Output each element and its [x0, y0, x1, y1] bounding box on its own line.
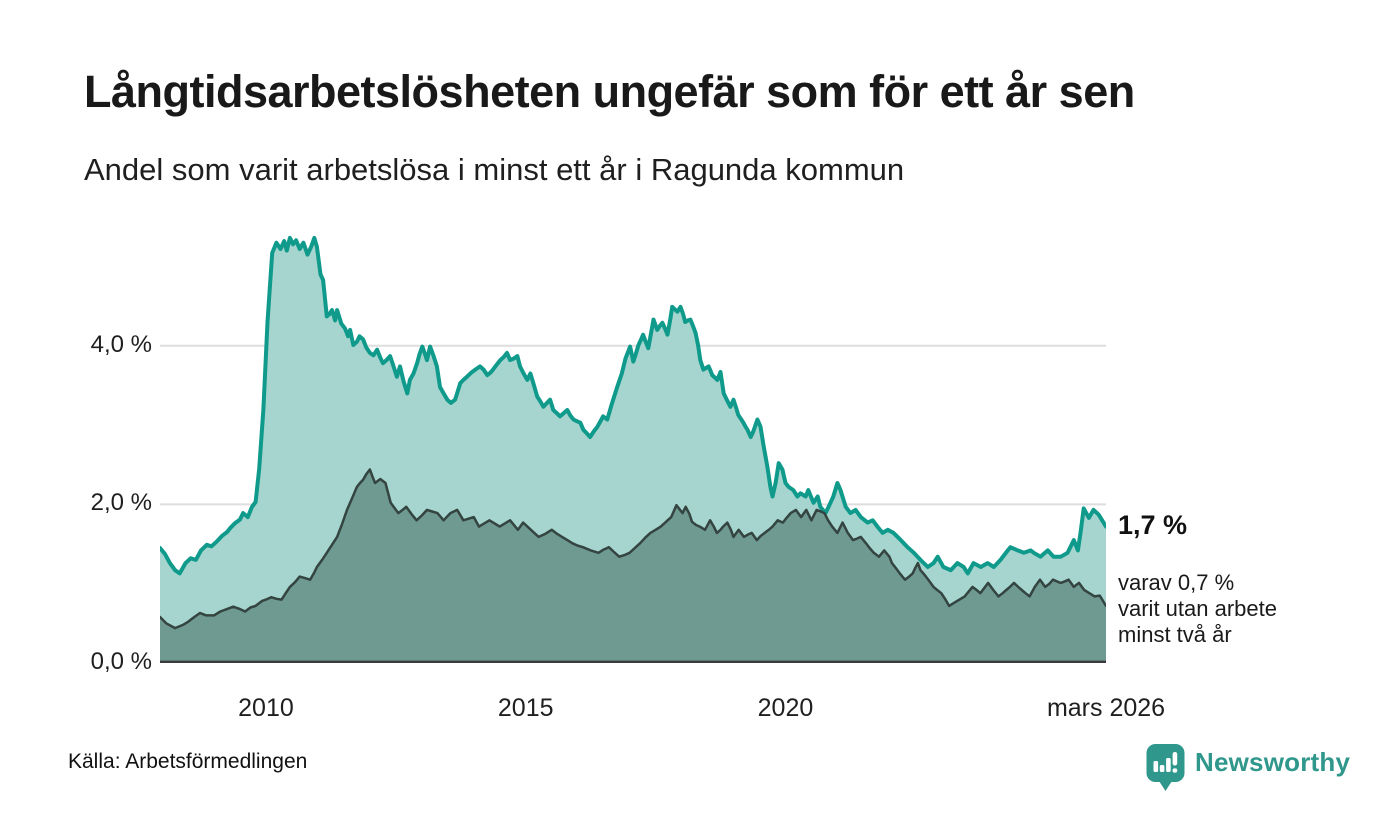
newsworthy-wordmark: Newsworthy — [1195, 747, 1351, 777]
annotation-note-line-1: varav 0,7 % — [1118, 570, 1235, 595]
line-series-two-years — [158, 468, 1108, 630]
page-title: Långtidsarbetslösheten ungefär som för e… — [84, 66, 1135, 117]
annotation-note-line-2: varit utan arbete — [1118, 596, 1277, 621]
y-tick-label: 2,0 % — [90, 489, 152, 517]
x-tick-label: 2015 — [497, 694, 554, 722]
area-chart-svg — [158, 235, 1108, 663]
x-tick-label: mars 2026 — [1046, 694, 1166, 722]
annotation-note-line-3: minst två år — [1118, 622, 1232, 647]
y-tick-label: 4,0 % — [90, 330, 152, 358]
newsworthy-brand: Newsworthy — [1146, 743, 1350, 792]
newsworthy-logo-icon — [1146, 744, 1185, 791]
chart-plot — [158, 230, 1108, 663]
area-series-two-years — [160, 469, 1106, 663]
source-note: Källa: Arbetsförmedlingen — [68, 750, 308, 773]
page-subtitle: Andel som varit arbetslösa i minst ett å… — [84, 152, 905, 187]
line-series-total — [158, 235, 1108, 576]
y-tick-label: 0,0 % — [90, 648, 152, 675]
annotation-latest-value: 1,7 % — [1118, 510, 1188, 540]
x-tick-label: 2020 — [757, 694, 814, 722]
x-tick-label: 2010 — [238, 694, 294, 722]
annotation-latest-note: varav 0,7 % varit utan arbete minst två … — [1118, 570, 1277, 648]
